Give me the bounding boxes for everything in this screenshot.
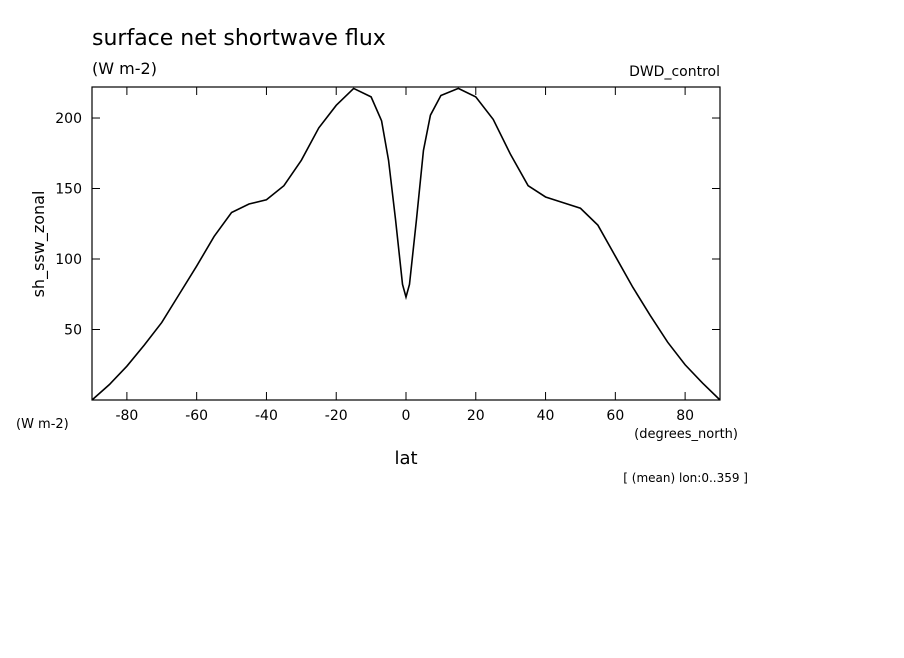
x-tick-label: 0 — [402, 408, 411, 424]
dataset-label: DWD_control — [629, 64, 720, 80]
x-tick-label: 60 — [606, 408, 624, 424]
x-tick-label: 40 — [537, 408, 555, 424]
x-tick-label: 20 — [467, 408, 485, 424]
x-units: (degrees_north) — [634, 427, 738, 442]
x-tick-label: -80 — [115, 408, 138, 424]
y-units: (W m-2) — [16, 417, 69, 432]
note: [ (mean) lon:0..359 ] — [623, 471, 748, 485]
y-tick-label: 100 — [55, 252, 82, 268]
chart-subtitle: (W m-2) — [92, 59, 157, 78]
chart-title: surface net shortwave flux — [92, 26, 386, 51]
y-tick-label: 50 — [64, 323, 82, 339]
y-axis-label: sh_ssw_zonal — [29, 191, 49, 298]
y-tick-label: 200 — [55, 111, 82, 127]
x-axis-label: lat — [394, 448, 417, 469]
x-tick-label: -20 — [325, 408, 348, 424]
x-tick-label: -40 — [255, 408, 278, 424]
x-tick-label: -60 — [185, 408, 208, 424]
y-tick-label: 150 — [55, 182, 82, 198]
data-line — [91, 87, 721, 401]
x-tick-label: 80 — [676, 408, 694, 424]
